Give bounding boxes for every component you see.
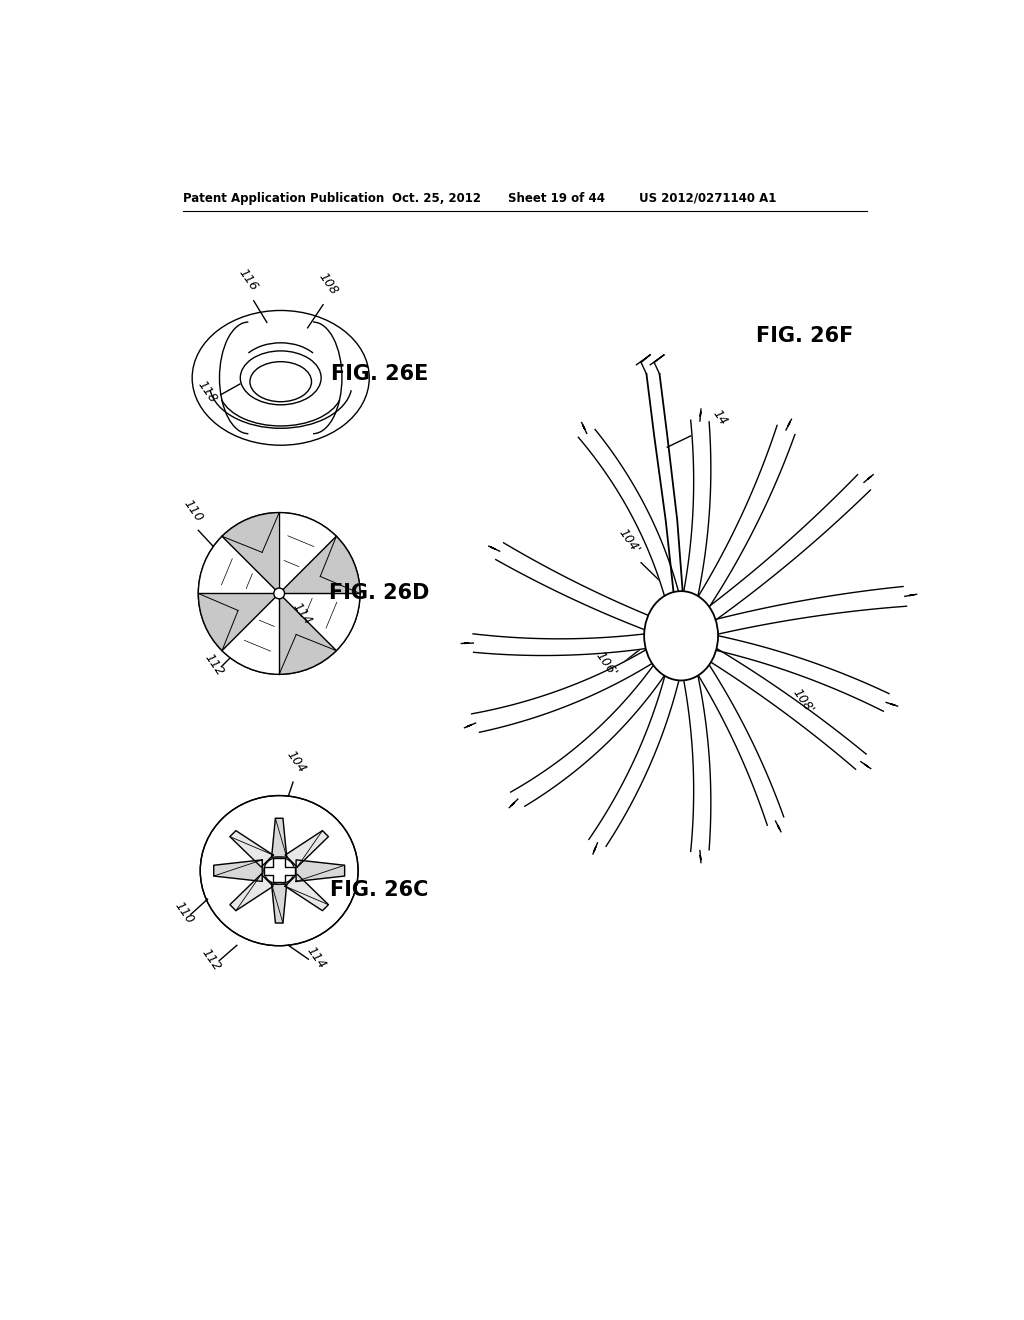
Polygon shape [264, 858, 295, 882]
Polygon shape [675, 420, 711, 638]
Polygon shape [678, 630, 866, 770]
Text: 116: 116 [237, 267, 260, 294]
Polygon shape [679, 586, 906, 643]
Polygon shape [280, 594, 360, 651]
Polygon shape [199, 536, 280, 594]
Polygon shape [676, 632, 783, 825]
Polygon shape [472, 630, 685, 733]
Ellipse shape [193, 310, 370, 445]
Polygon shape [589, 635, 688, 846]
Text: 118: 118 [196, 379, 220, 405]
Text: Sheet 19 of 44: Sheet 19 of 44 [508, 191, 605, 205]
Polygon shape [285, 830, 329, 867]
Polygon shape [511, 632, 687, 807]
Text: 108: 108 [316, 271, 341, 298]
Text: 106': 106' [593, 649, 620, 678]
Polygon shape [676, 425, 795, 640]
Polygon shape [271, 884, 287, 923]
Polygon shape [579, 429, 688, 638]
Text: Patent Application Publication: Patent Application Publication [183, 191, 384, 205]
Text: FIG. 26E: FIG. 26E [331, 364, 428, 384]
Text: FIG. 26D: FIG. 26D [329, 583, 429, 603]
Polygon shape [677, 475, 870, 642]
Text: 108': 108' [790, 686, 816, 715]
Ellipse shape [264, 857, 295, 884]
Ellipse shape [199, 512, 360, 675]
Polygon shape [214, 859, 262, 882]
Text: 110: 110 [171, 900, 196, 927]
Text: 114: 114 [290, 601, 314, 627]
Polygon shape [222, 594, 280, 675]
Ellipse shape [201, 796, 358, 945]
Polygon shape [229, 874, 273, 911]
Polygon shape [229, 830, 273, 867]
Text: 112: 112 [200, 946, 223, 973]
Text: 104': 104' [615, 527, 642, 557]
Ellipse shape [241, 351, 322, 405]
Text: 104: 104 [284, 748, 308, 775]
Polygon shape [222, 512, 280, 594]
Polygon shape [280, 594, 336, 675]
Polygon shape [199, 594, 280, 651]
Polygon shape [296, 859, 345, 882]
Text: FIG. 26C: FIG. 26C [330, 880, 428, 900]
Polygon shape [285, 874, 329, 911]
Polygon shape [280, 536, 360, 594]
Text: Oct. 25, 2012: Oct. 25, 2012 [392, 191, 481, 205]
Polygon shape [680, 628, 889, 711]
Text: 110: 110 [180, 496, 205, 524]
Polygon shape [280, 512, 336, 594]
Polygon shape [271, 818, 287, 857]
Text: 112: 112 [203, 652, 226, 678]
Ellipse shape [273, 589, 285, 599]
Text: FIG. 26F: FIG. 26F [756, 326, 853, 346]
Text: 14: 14 [711, 408, 730, 428]
Ellipse shape [644, 591, 718, 681]
Text: 114: 114 [304, 944, 329, 972]
Ellipse shape [250, 362, 311, 401]
Polygon shape [473, 628, 682, 656]
Polygon shape [496, 543, 683, 643]
Text: US 2012/0271140 A1: US 2012/0271140 A1 [639, 191, 776, 205]
Polygon shape [675, 634, 711, 851]
